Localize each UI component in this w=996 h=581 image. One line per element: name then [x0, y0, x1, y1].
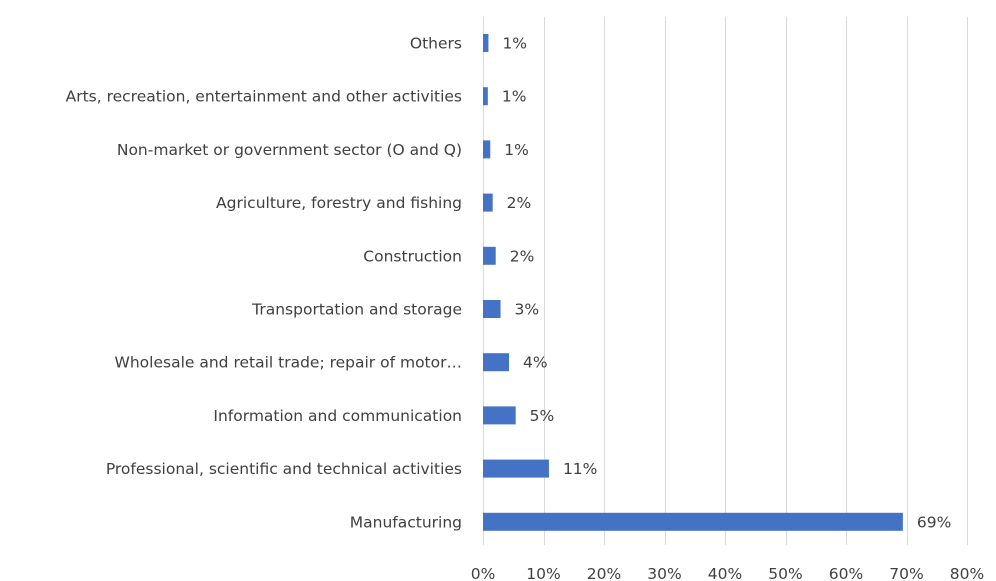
data-label: 5% [530, 407, 555, 425]
x-axis-tick-labels: 0% 10% 20% 30% 40% 50% 60% 70% 80% [471, 565, 985, 581]
data-labels: 1% 1% 1% 2% 2% 3% 4% 5% 11% 69% [502, 35, 951, 532]
gridlines [483, 17, 968, 545]
x-tick-label: 50% [768, 565, 802, 581]
bar [483, 512, 903, 531]
bar [483, 193, 493, 212]
data-label: 3% [515, 301, 540, 319]
data-label: 1% [502, 88, 527, 106]
category-label: Arts, recreation, entertainment and othe… [66, 88, 462, 106]
category-label: Transportation and storage [251, 301, 462, 319]
x-tick-label: 10% [526, 565, 560, 581]
bar [483, 300, 501, 318]
category-label: Non-market or government sector (O and Q… [117, 141, 462, 159]
bar [483, 246, 496, 265]
bar [483, 406, 516, 425]
category-label: Others [410, 35, 462, 53]
category-label: Agriculture, forestry and fishing [216, 194, 462, 212]
x-tick-label: 80% [950, 565, 984, 581]
category-label: Construction [363, 247, 462, 265]
x-tick-label: 0% [471, 565, 496, 581]
data-label: 1% [504, 141, 529, 159]
category-label: Manufacturing [350, 513, 462, 531]
category-label: Information and communication [213, 407, 462, 425]
x-tick-label: 70% [889, 565, 923, 581]
data-label: 4% [523, 354, 548, 372]
bar [483, 87, 488, 106]
data-label: 11% [563, 460, 597, 478]
x-tick-label: 30% [647, 565, 681, 581]
bars [483, 34, 903, 531]
bar [483, 459, 549, 478]
bar [483, 353, 510, 372]
data-label: 1% [502, 35, 527, 53]
data-label: 2% [507, 194, 532, 212]
bar [483, 140, 491, 159]
x-tick-label: 40% [708, 565, 742, 581]
data-label: 69% [917, 513, 951, 531]
bar [483, 34, 489, 52]
category-label: Professional, scientific and technical a… [106, 460, 462, 478]
x-tick-label: 60% [829, 565, 863, 581]
data-label: 2% [510, 247, 535, 265]
category-labels: Others Arts, recreation, entertainment an… [66, 35, 462, 532]
x-tick-label: 20% [587, 565, 621, 581]
category-label: Wholesale and retail trade; repair of mo… [115, 354, 462, 372]
